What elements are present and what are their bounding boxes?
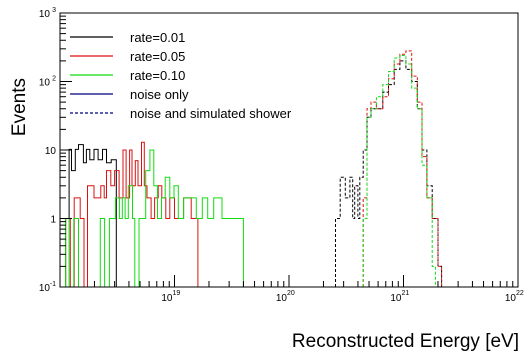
histogram-noise-rate-0_05: [65, 141, 199, 288]
histogram-noise-rate-0_10: [65, 149, 244, 288]
x-tick-label: 10: [390, 293, 402, 304]
y-tick-label: 10: [45, 146, 57, 157]
histogram-shower-rate-0_10: [362, 55, 436, 287]
x-tick-exponent: 20: [287, 290, 295, 297]
legend: rate=0.01 rate=0.05 rate=0.10 noise only noi…: [70, 30, 292, 121]
y-tick-label: 1: [50, 215, 56, 226]
legend-label: rate=0.10: [130, 68, 185, 83]
legend-label: rate=0.01: [130, 30, 185, 45]
histogram-shower-rate-0_01: [335, 60, 443, 287]
y-tick-exponent: 3: [52, 7, 56, 14]
histogram-shower-rate-0_05: [362, 50, 443, 287]
x-tick-exponent: 19: [173, 290, 181, 297]
legend-label: noise and simulated shower: [130, 106, 292, 121]
x-tick-label: 10: [161, 293, 173, 304]
x-tick-label: 10: [505, 293, 517, 304]
y-tick-label: 10: [39, 78, 51, 89]
legend-label: rate=0.05: [130, 49, 185, 64]
legend-label: noise only: [130, 87, 189, 102]
y-tick-label: 10: [39, 283, 51, 294]
x-tick-exponent: 22: [516, 290, 524, 297]
x-axis-title: Reconstructed Energy [eV]: [292, 331, 519, 352]
histogram-noise-rate-0_01: [65, 144, 117, 287]
y-tick-exponent: -1: [50, 281, 56, 288]
x-tick-label: 10: [276, 293, 288, 304]
x-tick-exponent: 21: [402, 290, 410, 297]
histogram-series-layer: [65, 50, 443, 288]
y-tick-label: 10: [39, 9, 51, 20]
y-axis-title: Events: [9, 78, 30, 136]
y-tick-exponent: 2: [52, 76, 56, 83]
